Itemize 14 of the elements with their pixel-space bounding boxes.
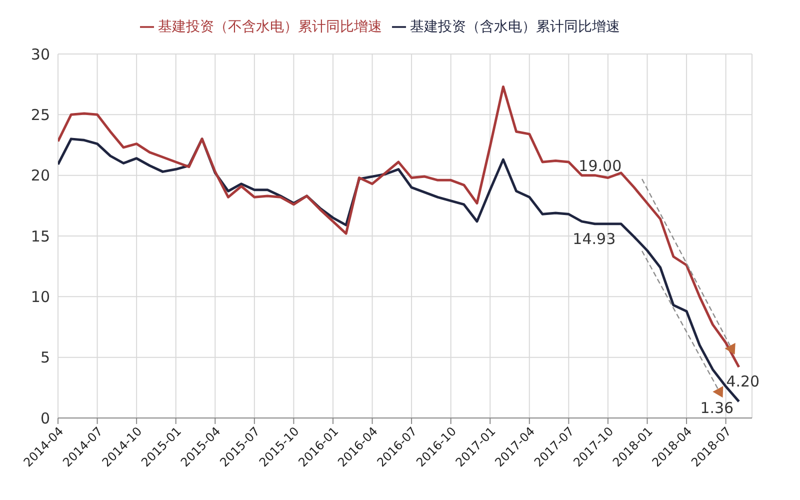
- annotation: 19.00: [578, 156, 622, 175]
- annotation: 1.36: [700, 398, 734, 417]
- line-series: [58, 86, 740, 368]
- annotation: 4.20: [726, 372, 760, 390]
- y-tick-label: 15: [30, 227, 50, 246]
- legend-label: 基建投资（含水电）累计同比增速: [410, 19, 620, 35]
- legend-label: 基建投资（不含水电）累计同比增速: [158, 19, 382, 35]
- y-tick-label: 0: [40, 409, 50, 428]
- y-tick-label: 10: [30, 288, 50, 306]
- y-tick-label: 5: [40, 348, 50, 367]
- y-tick-label: 30: [30, 45, 50, 64]
- y-tick-label: 20: [30, 166, 50, 185]
- y-tick-label: 25: [30, 106, 50, 124]
- annotation: 14.93: [572, 230, 616, 248]
